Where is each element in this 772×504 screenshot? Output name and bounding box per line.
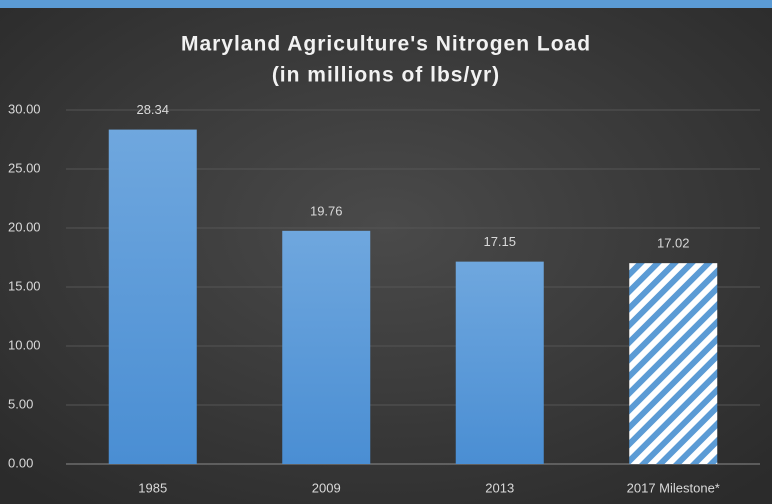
value-label: 17.02 [657, 236, 690, 251]
bar [629, 263, 718, 464]
value-label: 17.15 [483, 234, 516, 249]
x-tick-label: 2013 [485, 480, 514, 495]
y-tick-label: 0.00 [8, 455, 33, 470]
chart-subtitle: (in millions of lbs/yr) [272, 64, 500, 87]
y-tick-label: 20.00 [8, 219, 41, 234]
y-tick-label: 5.00 [8, 396, 33, 411]
y-tick-label: 30.00 [8, 101, 41, 116]
value-label: 28.34 [136, 102, 169, 117]
value-label: 19.76 [310, 203, 343, 218]
y-tick-label: 15.00 [8, 278, 41, 293]
y-tick-label: 25.00 [8, 160, 41, 175]
x-tick-label: 2017 Milestone* [627, 480, 720, 495]
x-tick-label: 2009 [312, 480, 341, 495]
bar [282, 230, 371, 464]
chart-title: Maryland Agriculture's Nitrogen Load [181, 33, 591, 56]
top-stripe [0, 0, 772, 8]
bar [108, 129, 197, 464]
bar [455, 261, 544, 464]
y-tick-label: 10.00 [8, 337, 41, 352]
x-tick-label: 1985 [138, 480, 167, 495]
